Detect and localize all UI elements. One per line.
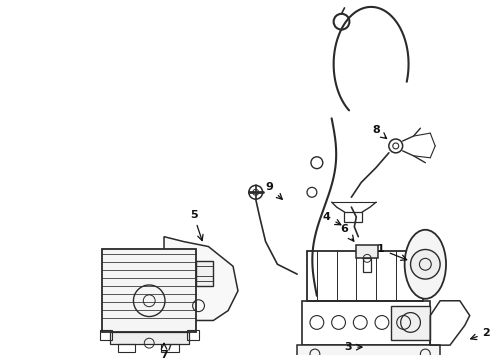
Bar bbox=[161, 344, 179, 352]
Bar bbox=[100, 330, 112, 340]
Bar bbox=[118, 344, 135, 352]
Text: 9: 9 bbox=[266, 183, 282, 199]
Ellipse shape bbox=[405, 230, 446, 299]
Text: 3: 3 bbox=[344, 342, 362, 352]
Polygon shape bbox=[164, 237, 238, 320]
Text: 8: 8 bbox=[372, 125, 387, 139]
Bar bbox=[356, 244, 378, 258]
Bar bbox=[187, 330, 198, 340]
Bar bbox=[363, 258, 371, 272]
Bar bbox=[344, 212, 362, 222]
Text: 5: 5 bbox=[190, 210, 203, 240]
Bar bbox=[196, 261, 213, 286]
Bar bbox=[110, 332, 189, 344]
Bar bbox=[302, 301, 430, 345]
Text: 1: 1 bbox=[377, 244, 407, 260]
Text: 7: 7 bbox=[160, 343, 168, 360]
Text: 6: 6 bbox=[341, 224, 354, 241]
Text: 2: 2 bbox=[471, 328, 490, 339]
Bar bbox=[307, 251, 423, 301]
Bar bbox=[102, 248, 196, 332]
Circle shape bbox=[411, 249, 440, 279]
Bar bbox=[391, 306, 430, 340]
Text: 4: 4 bbox=[323, 212, 341, 225]
Bar bbox=[297, 345, 440, 360]
